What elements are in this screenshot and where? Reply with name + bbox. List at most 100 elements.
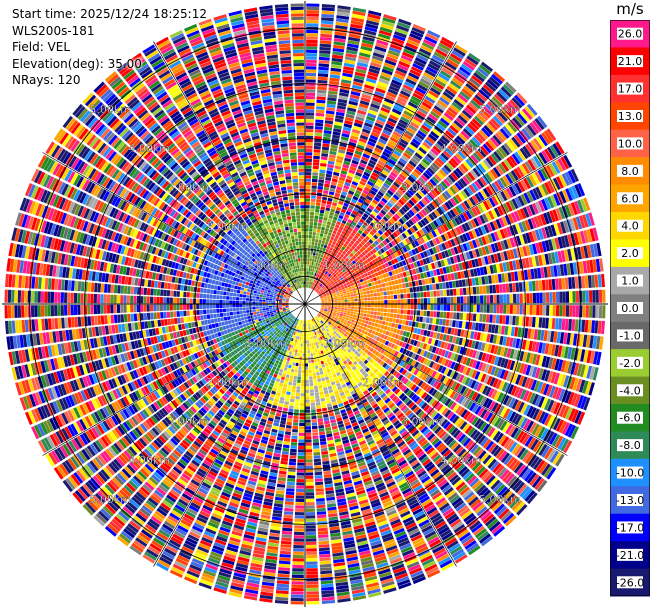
gate-cell: [400, 309, 404, 314]
gate-cell: [327, 232, 332, 236]
gate-cell: [371, 322, 375, 327]
gate-cell: [569, 305, 573, 317]
gate-cell: [403, 48, 416, 56]
gate-cell: [397, 96, 408, 104]
gate-cell: [340, 208, 347, 214]
gate-cell: [375, 119, 385, 126]
gate-cell: [307, 281, 309, 285]
gate-cell: [587, 320, 592, 333]
gate-cell: [513, 293, 517, 304]
gate-cell: [394, 31, 407, 39]
gate-cell: [315, 395, 320, 399]
gate-cell: [485, 285, 490, 294]
gate-cell: [383, 148, 392, 155]
gate-cell: [312, 349, 315, 353]
gate-cell: [380, 296, 384, 300]
gate-cell: [415, 280, 419, 286]
gate-cell: [474, 277, 479, 286]
gate-cell: [338, 225, 344, 231]
gate-cell: [376, 178, 384, 185]
gate-cell: [318, 260, 322, 264]
gate-cell: [344, 308, 348, 311]
gate-cell: [389, 155, 398, 163]
gate-cell: [532, 292, 537, 303]
gate-cell: [531, 280, 536, 292]
gate-cell: [427, 30, 441, 39]
gate-cell: [532, 305, 537, 316]
gate-cell: [486, 295, 490, 304]
gate-cell: [344, 213, 350, 219]
gate-cell: [349, 316, 353, 319]
gate-cell: [310, 285, 312, 289]
gate-cell: [373, 49, 386, 56]
gate-cell: [318, 428, 325, 432]
gate-cell: [368, 177, 376, 184]
gate-cell: [309, 218, 314, 222]
gate-cell: [376, 84, 387, 91]
gate-cell: [382, 316, 387, 321]
gate-cell: [447, 297, 451, 304]
gate-cell: [376, 315, 380, 320]
gate-cell: [369, 106, 379, 113]
gate-cell: [447, 304, 451, 311]
gate-cell: [584, 275, 589, 289]
gate-cell: [311, 185, 317, 189]
gate-cell: [545, 317, 549, 329]
gate-cell: [382, 100, 393, 108]
gate-cell: [310, 208, 315, 212]
gate-cell: [574, 276, 579, 289]
gate-cell: [456, 288, 460, 296]
gate-cell: [318, 182, 324, 187]
gate-cell: [399, 289, 404, 294]
gate-cell: [525, 281, 530, 292]
gate-cell: [313, 342, 316, 346]
gate-cell: [410, 95, 422, 104]
gate-cell: [344, 297, 348, 300]
gate-cell: [305, 185, 311, 189]
gate-cell: [384, 321, 389, 326]
gate-cell: [323, 190, 329, 194]
gate-cell: [315, 368, 320, 373]
gate-cell: [411, 27, 425, 35]
gate-cell: [348, 318, 352, 322]
gate-cell: [307, 326, 309, 330]
gate-cell: [348, 100, 358, 106]
gate-cell: [334, 118, 344, 123]
gate-cell: [306, 59, 317, 63]
gate-cell: [332, 51, 344, 56]
gate-cell: [315, 277, 319, 281]
gate-cell: [426, 291, 431, 298]
gate-cell: [422, 285, 427, 291]
gate-cell: [466, 304, 470, 312]
gate-cell: [495, 284, 500, 294]
gate-cell: [358, 137, 367, 144]
gate-cell: [588, 305, 593, 318]
gate-cell: [322, 356, 326, 361]
gate-cell: [386, 120, 396, 127]
gate-cell: [334, 121, 343, 126]
gate-cell: [473, 295, 477, 304]
gate-cell: [363, 201, 370, 207]
gate-cell: [367, 297, 371, 301]
gate-cell: [308, 281, 310, 285]
gate-cell: [375, 87, 386, 94]
gate-cell: [319, 391, 324, 396]
gate-cell: [329, 150, 337, 156]
gate-cell: [339, 88, 350, 94]
gate-cell: [476, 286, 480, 295]
gate-cell: [349, 94, 360, 100]
gate-cell: [315, 239, 319, 243]
gate-cell: [305, 162, 312, 166]
gate-cell: [318, 219, 323, 224]
gate-cell: [461, 321, 466, 329]
gate-cell: [483, 304, 487, 313]
gate-cell: [329, 77, 340, 82]
gate-cell: [305, 135, 314, 139]
gate-cell: [313, 225, 317, 229]
gate-cell: [323, 130, 332, 135]
gate-cell: [315, 112, 325, 117]
gate-cell: [339, 233, 345, 238]
gate-cell: [319, 172, 326, 177]
gate-cell: [309, 258, 312, 262]
gate-cell: [379, 110, 389, 117]
